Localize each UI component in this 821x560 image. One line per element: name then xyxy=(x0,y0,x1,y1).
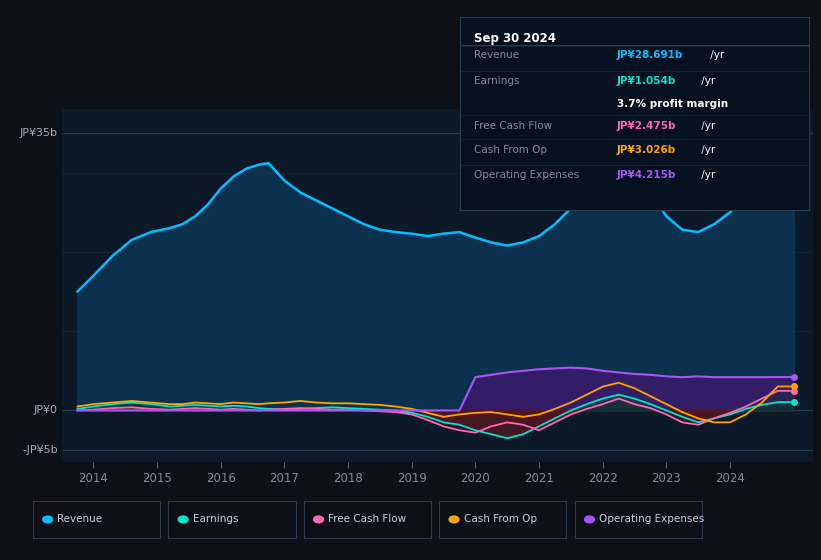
Text: JP¥3.026b: JP¥3.026b xyxy=(617,145,676,155)
Text: /yr: /yr xyxy=(699,76,716,86)
Text: JP¥2.475b: JP¥2.475b xyxy=(617,121,677,131)
Text: Earnings: Earnings xyxy=(193,515,238,524)
Text: Free Cash Flow: Free Cash Flow xyxy=(328,515,406,524)
Text: Free Cash Flow: Free Cash Flow xyxy=(474,121,552,131)
Text: /yr: /yr xyxy=(699,170,716,180)
Text: Operating Expenses: Operating Expenses xyxy=(599,515,704,524)
Text: Earnings: Earnings xyxy=(474,76,519,86)
Text: JP¥0: JP¥0 xyxy=(34,405,57,416)
Text: 3.7% profit margin: 3.7% profit margin xyxy=(617,99,728,109)
Text: -JP¥5b: -JP¥5b xyxy=(22,445,57,455)
Text: JP¥4.215b: JP¥4.215b xyxy=(617,170,677,180)
Text: /yr: /yr xyxy=(699,121,716,131)
Text: /yr: /yr xyxy=(699,145,716,155)
Text: JP¥1.054b: JP¥1.054b xyxy=(617,76,677,86)
Text: Cash From Op: Cash From Op xyxy=(474,145,547,155)
Text: JP¥28.691b: JP¥28.691b xyxy=(617,50,683,60)
Text: Revenue: Revenue xyxy=(474,50,519,60)
Text: Revenue: Revenue xyxy=(57,515,103,524)
Text: /yr: /yr xyxy=(708,50,725,60)
Text: Cash From Op: Cash From Op xyxy=(464,515,537,524)
Text: Operating Expenses: Operating Expenses xyxy=(474,170,579,180)
Text: Sep 30 2024: Sep 30 2024 xyxy=(474,32,556,45)
Text: JP¥35b: JP¥35b xyxy=(20,128,57,138)
